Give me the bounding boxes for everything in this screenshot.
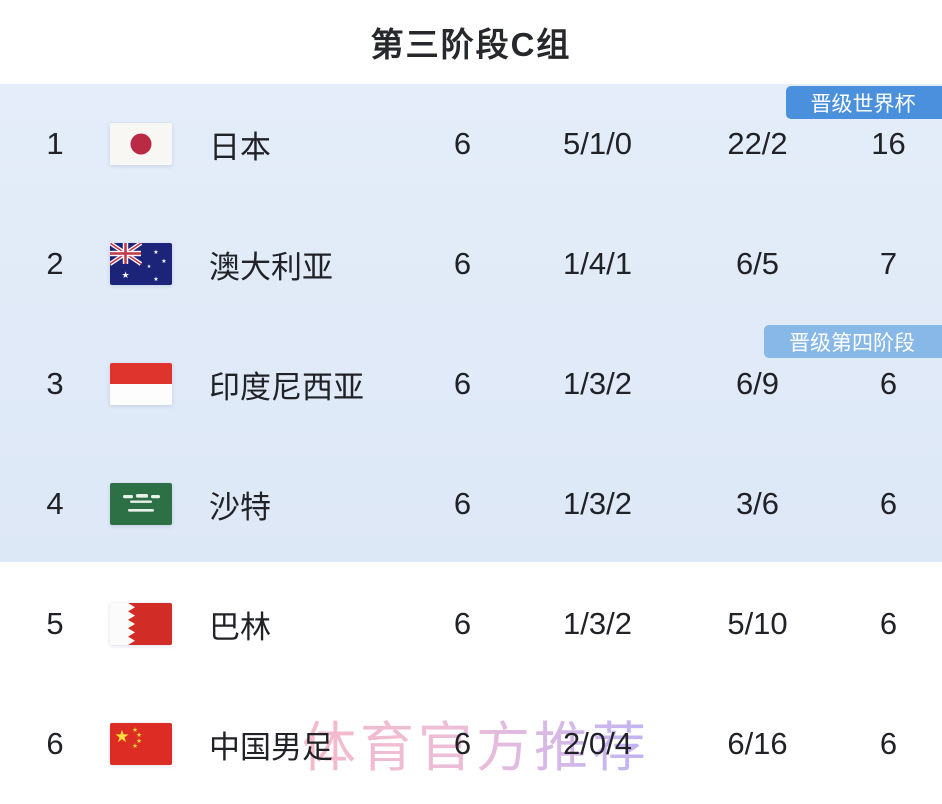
points-cell: 6: [879, 486, 898, 521]
china-flag-icon: ★ ★ ★ ★ ★: [110, 723, 172, 765]
svg-text:★: ★: [132, 742, 138, 750]
team-name: 巴林: [209, 609, 271, 645]
goals-cell: 6/5: [735, 246, 780, 281]
team-name: 日本: [209, 129, 271, 165]
points-cell: 6: [879, 366, 898, 401]
svg-text:★: ★: [161, 258, 166, 265]
saudi-arabia-flag-icon: [110, 483, 172, 525]
table-row[interactable]: 4 沙特 6 1/3/2 3/6 6: [0, 444, 942, 564]
win-draw-loss-cell: 1/4/1: [563, 246, 632, 281]
svg-text:★: ★: [136, 731, 142, 739]
goals-cell: 6/16: [727, 726, 788, 761]
points-cell: 6: [879, 606, 898, 641]
win-draw-loss-cell: 5/1/0: [563, 126, 632, 161]
svg-text:★: ★: [147, 264, 152, 270]
points-cell: 16: [871, 126, 906, 161]
goals-cell: 3/6: [735, 486, 780, 521]
rank-cell: 1: [46, 126, 64, 161]
svg-text:★: ★: [121, 271, 129, 281]
team-name: 印度尼西亚: [209, 369, 364, 405]
goals-cell: 6/9: [735, 366, 780, 401]
goals-cell: 5/10: [727, 606, 788, 641]
rank-cell: 2: [46, 246, 64, 281]
rank-cell: 4: [46, 486, 64, 521]
win-draw-loss-cell: 1/3/2: [563, 606, 632, 641]
team-name: 中国男足: [209, 729, 333, 765]
rank-cell: 5: [46, 606, 64, 641]
played-cell: 6: [453, 606, 472, 641]
win-draw-loss-cell: 1/3/2: [563, 486, 632, 521]
indonesia-flag-icon: [110, 363, 172, 405]
rank-cell: 6: [46, 726, 64, 761]
table-row[interactable]: 3 印度尼西亚 6 1/3/2 6/9 6: [0, 324, 942, 444]
played-cell: 6: [453, 246, 472, 281]
points-cell: 6: [879, 726, 898, 761]
table-row[interactable]: 2 ★ ★ ★ ★ ★ 澳大利亚 6 1/4/1 6/5 7: [0, 204, 942, 324]
japan-flag-icon: [110, 123, 172, 165]
played-cell: 6: [453, 486, 472, 521]
svg-text:★: ★: [114, 727, 129, 747]
svg-text:★: ★: [153, 276, 158, 283]
table-row[interactable]: 6 ★ ★ ★ ★ ★ 中国男足 6 2/0/4 6/16 6: [0, 684, 942, 804]
fourth-stage-qualification-badge: 晋级第四阶段: [764, 325, 942, 358]
svg-text:★: ★: [136, 737, 142, 745]
goals-cell: 22/2: [727, 126, 788, 161]
table-row[interactable]: 5 巴林 6 1/3/2 5/10 6: [0, 564, 942, 684]
standings-rows: 1 日本 6 5/1/0 22/2 16 2 ★ ★ ★ ★ ★ 澳大利亚 6 1/4/…: [0, 84, 942, 804]
played-cell: 6: [453, 726, 472, 761]
points-cell: 7: [879, 246, 898, 281]
win-draw-loss-cell: 1/3/2: [563, 366, 632, 401]
bahrain-flag-icon: [110, 603, 172, 645]
rank-cell: 3: [46, 366, 64, 401]
table-row[interactable]: 1 日本 6 5/1/0 22/2 16: [0, 84, 942, 204]
svg-text:★: ★: [153, 249, 158, 256]
win-draw-loss-cell: 2/0/4: [563, 726, 632, 761]
australia-flag-icon: ★ ★ ★ ★ ★: [110, 243, 172, 285]
world-cup-qualification-badge: 晋级世界杯: [786, 86, 942, 119]
team-name: 沙特: [209, 489, 271, 525]
page-title: 第三阶段C组: [370, 26, 572, 63]
svg-text:★: ★: [132, 726, 138, 734]
played-cell: 6: [453, 366, 472, 401]
team-name: 澳大利亚: [209, 249, 333, 285]
played-cell: 6: [453, 126, 472, 161]
